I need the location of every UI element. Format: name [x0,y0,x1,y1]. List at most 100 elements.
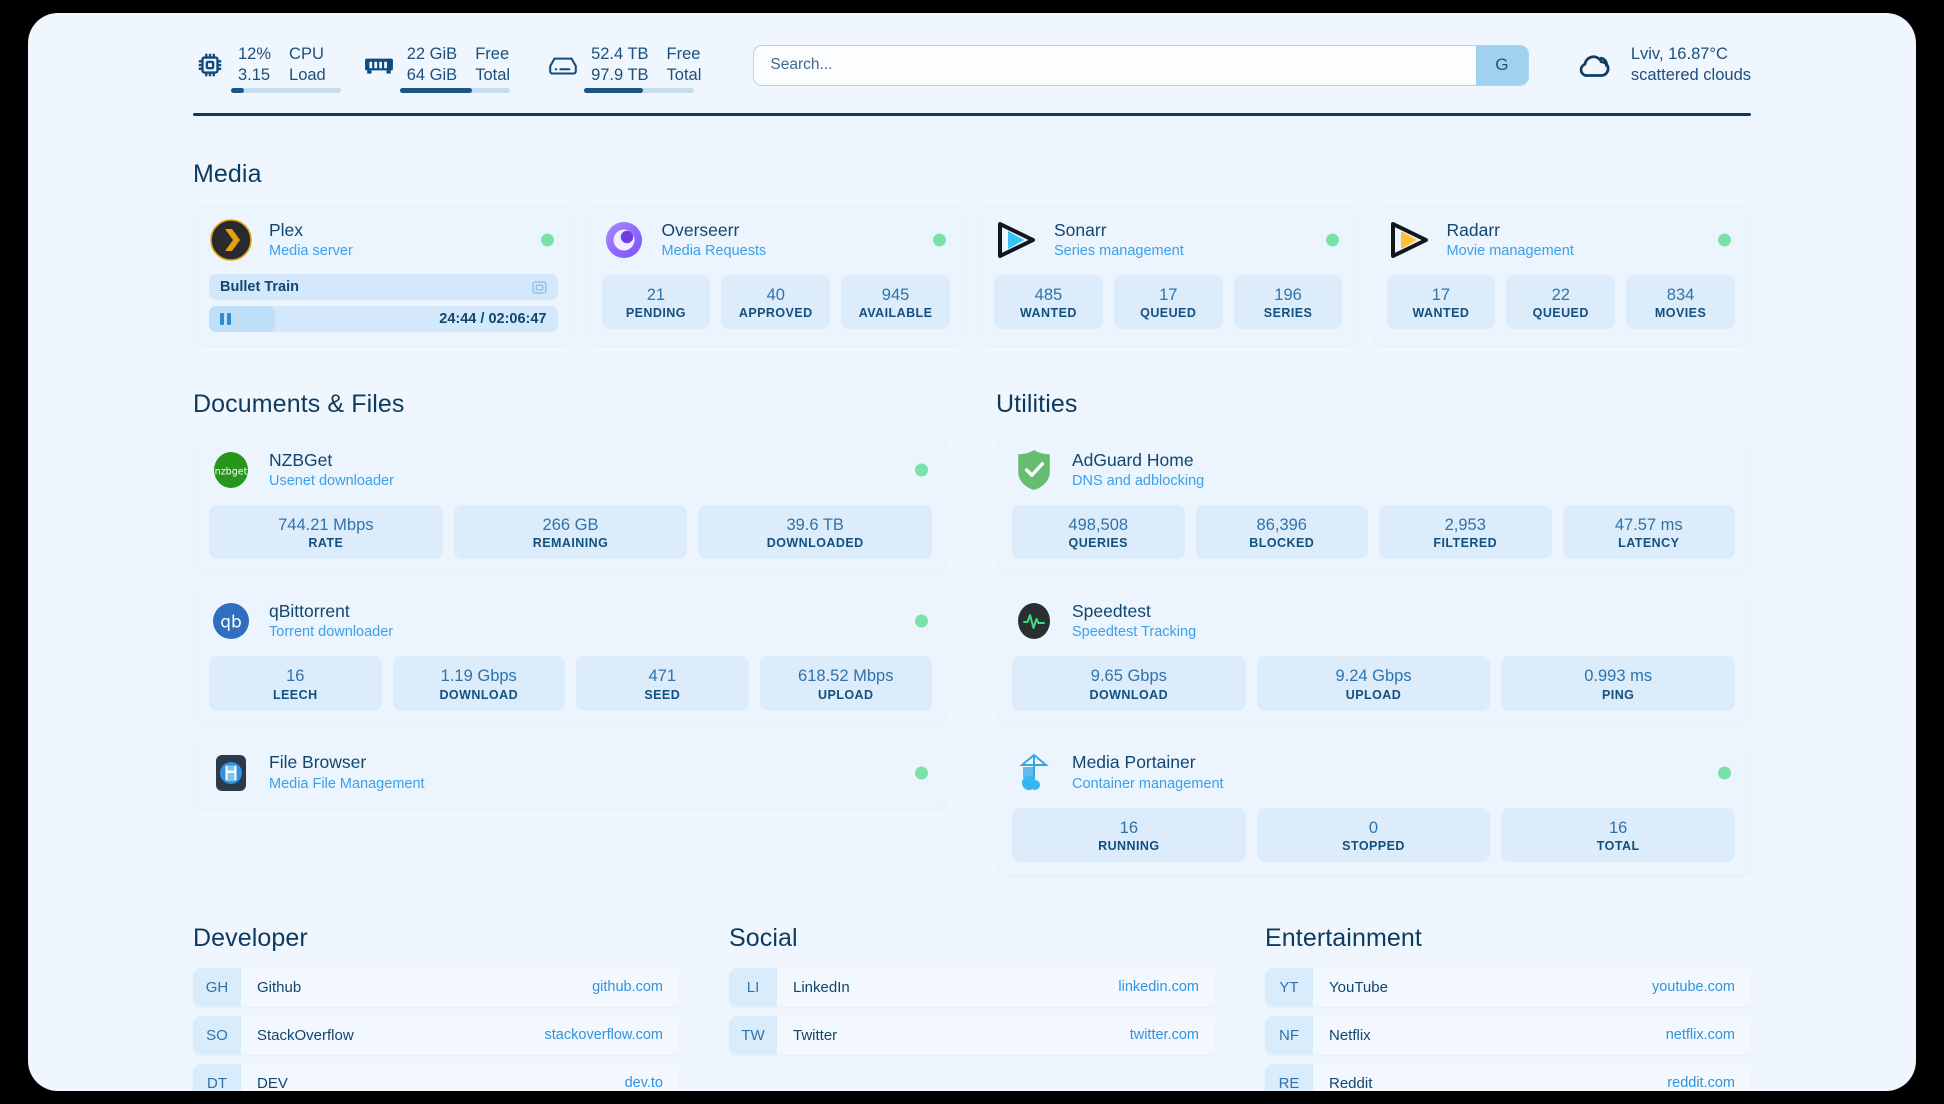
service-name: Speedtest [1072,601,1151,622]
cloud-icon [1573,45,1617,85]
stat-value: 0 [1368,818,1379,837]
stat-label: RATE [308,536,344,551]
bookmark-url: stackoverflow.com [544,1027,663,1044]
speedtest-icon [1012,599,1056,643]
stat-filtered: 2,953 FILTERED [1379,505,1552,560]
stat-value: 21 [646,286,666,304]
service-card-plex[interactable]: Plex Media server Bullet Train [193,204,574,346]
stat-total: 16 TOTAL [1501,807,1736,862]
playback-progress-bar[interactable]: 24:44 / 02:06:47 [209,306,558,332]
stat-label: DOWNLOADED [766,536,864,551]
bookmark-url: github.com [592,979,663,996]
now-playing-title: Bullet Train [220,279,299,295]
stat-download: 1.19 Gbps DOWNLOAD [392,656,565,711]
bookmark-item-youtube[interactable]: YT YouTube youtube.com [1265,967,1751,1007]
media-card-grid: Plex Media server Bullet Train [193,204,1751,346]
service-card-radarr[interactable]: Radarr Movie management 17 WANTED 22 QUE… [1370,204,1751,346]
stat-value: 0.993 ms [1584,667,1653,686]
stat-downloaded: 39.6 TB DOWNLOADED [698,505,933,560]
section-title-documents: Documents & Files [193,390,405,418]
stat-pending: 21 PENDING [601,275,711,330]
stat-row: 16 RUNNING 0 STOPPED 16 TOTAL [1012,807,1736,862]
status-dot-online [1325,233,1339,247]
svg-text:nzbget: nzbget [215,467,248,478]
service-card-file-browser[interactable]: File Browser Media File Management [193,736,948,809]
bookmark-item-reddit[interactable]: RE Reddit reddit.com [1265,1063,1751,1091]
stat-label: DOWNLOAD [439,687,519,702]
service-card-overseerr[interactable]: Overseerr Media Requests 21 PENDING 40 A… [585,204,966,346]
stat-label: QUEUED [1532,306,1589,321]
status-dot-online [933,233,946,247]
stat-label: REMAINING [532,536,609,551]
stat-available: 945 AVAILABLE [841,275,950,330]
stat-value: 86,396 [1256,516,1307,534]
bookmark-abbr: LI [729,967,777,1007]
stat-queries: 498,508 QUERIES [1012,505,1185,560]
cpu-usage-bar [231,88,341,94]
bookmark-item-netflix[interactable]: NF Netflix netflix.com [1265,1015,1751,1055]
bookmark-item-github[interactable]: GH Github github.com [193,967,679,1007]
cpu-label-2: Load [289,66,326,84]
resource-widget-cpu: 12% 3.15 CPU Load [193,44,341,94]
bookmark-item-dev[interactable]: DT DEV dev.to [193,1063,679,1091]
cpu-chip-icon [193,48,227,82]
bookmark-name: Twitter [793,1026,838,1044]
bookmark-abbr: YT [1265,967,1313,1007]
service-subtitle: Media File Management [269,775,425,792]
stat-seed: 471 SEED [576,656,749,711]
stat-series: 196 SERIES [1233,275,1343,330]
stat-label: BLOCKED [1249,536,1315,551]
playback-progress-fill [209,306,276,332]
status-dot-online [1718,766,1731,780]
bookmark-group-title: Developer [193,923,308,952]
service-card-media-portainer[interactable]: Media Portainer Container management 16 … [996,736,1751,876]
stat-row: 9.65 Gbps DOWNLOAD 9.24 Gbps UPLOAD 0.99… [1012,656,1736,711]
stat-row: 498,508 QUERIES 86,396 BLOCKED 2,953 FIL… [1012,505,1735,560]
stat-queued: 17 QUEUED [1113,275,1223,330]
search-input[interactable] [754,45,1476,85]
stat-value: 834 [1666,286,1695,304]
stat-download: 9.65 Gbps DOWNLOAD [1012,656,1246,711]
stat-value: 2,953 [1444,516,1486,534]
service-card-nzbget[interactable]: nzbget NZBGet Usenet downloader 74 [193,434,948,574]
search-submit-button[interactable]: G [1475,45,1528,85]
disk-total-value: 97.9 TB [591,66,649,84]
documents-column: Documents & Files nzbget [193,346,948,876]
bookmark-item-twitter[interactable]: TW Twitter twitter.com [729,1015,1215,1055]
pause-icon[interactable] [220,313,231,325]
stat-blocked: 86,396 BLOCKED [1195,505,1368,560]
bookmark-url: twitter.com [1129,1027,1199,1044]
bookmark-item-linkedin[interactable]: LI LinkedIn linkedin.com [729,967,1215,1007]
service-name: Media Portainer [1072,752,1196,773]
bookmark-name: Netflix [1329,1026,1371,1044]
bookmark-name: Reddit [1329,1074,1373,1091]
weather-widget: Lviv, 16.87°C scattered clouds [1573,44,1751,87]
stat-upload: 618.52 Mbps UPLOAD [759,656,932,711]
header-bar: 12% 3.15 CPU Load [28,13,1916,94]
disk-label-2: Total [666,66,702,84]
disk-usage-bar [584,88,695,94]
memory-total-value: 64 GiB [406,66,458,84]
service-card-qbittorrent[interactable]: qb qBittorrent Torrent downloader [193,585,948,725]
service-card-sonarr[interactable]: Sonarr Series management 485 WANTED 17 Q… [978,204,1359,346]
bookmark-url: youtube.com [1651,979,1735,996]
dashboard-page: 12% 3.15 CPU Load [28,13,1916,1091]
bookmark-name: YouTube [1329,978,1388,996]
stat-label: SEED [644,687,681,702]
search-bar[interactable]: G [753,44,1529,86]
service-card-adguard-home[interactable]: AdGuard Home DNS and adblocking 498,508 … [996,434,1751,574]
bookmark-item-stackoverflow[interactable]: SO StackOverflow stackoverflow.com [193,1015,679,1055]
bookmark-name: LinkedIn [793,978,850,996]
stat-row: 21 PENDING 40 APPROVED 945 AVAILABLE [601,275,951,330]
bookmark-abbr: SO [193,1015,241,1055]
bookmark-abbr: RE [1265,1063,1313,1091]
service-card-speedtest[interactable]: Speedtest Speedtest Tracking 9.65 Gbps D… [996,585,1751,725]
stat-value: 1.19 Gbps [440,667,517,686]
radarr-icon [1387,218,1431,262]
stat-label: QUEUED [1140,306,1197,321]
bookmark-name: Github [257,978,302,996]
stat-value: 9.24 Gbps [1335,667,1412,686]
service-subtitle: Torrent downloader [269,624,394,641]
stat-queued: 22 QUEUED [1506,275,1616,330]
stat-movies: 834 MOVIES [1626,275,1735,330]
